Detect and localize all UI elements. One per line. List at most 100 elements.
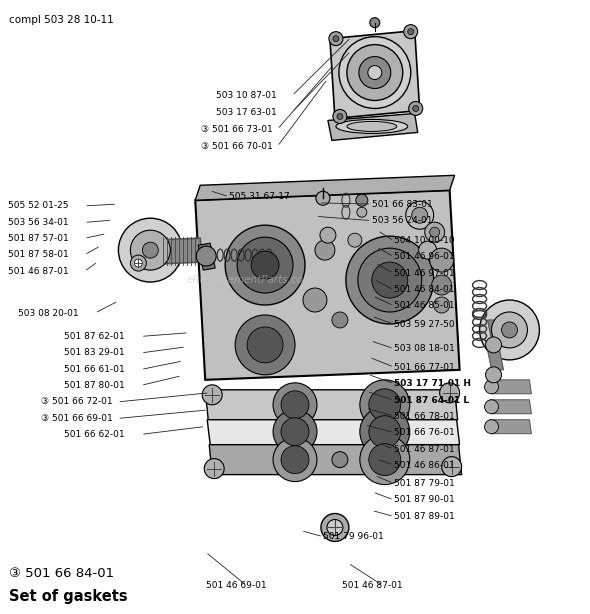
Text: 501 87 80-01: 501 87 80-01 — [64, 381, 125, 390]
Text: 503 08 20-01: 503 08 20-01 — [18, 309, 79, 317]
Circle shape — [337, 114, 343, 120]
Text: 501 87 64-01 L: 501 87 64-01 L — [394, 395, 469, 405]
Circle shape — [369, 416, 401, 448]
Circle shape — [119, 218, 182, 282]
Circle shape — [347, 45, 403, 101]
Circle shape — [333, 109, 347, 123]
Circle shape — [247, 327, 283, 363]
Circle shape — [408, 29, 414, 34]
Text: 503 10 87-01: 503 10 87-01 — [215, 91, 276, 100]
Text: 501 87 90-01: 501 87 90-01 — [394, 495, 455, 505]
Circle shape — [235, 315, 295, 375]
Circle shape — [358, 248, 422, 312]
Text: 501 87 89-01: 501 87 89-01 — [394, 512, 455, 521]
Circle shape — [251, 251, 279, 279]
Circle shape — [357, 208, 367, 217]
Circle shape — [332, 452, 348, 468]
Text: 501 87 57-01: 501 87 57-01 — [8, 234, 68, 243]
Circle shape — [135, 259, 142, 267]
Text: 501 46 69-01: 501 46 69-01 — [205, 581, 266, 590]
Text: ③ 501 66 70-01: ③ 501 66 70-01 — [201, 142, 273, 151]
Circle shape — [486, 367, 502, 383]
Circle shape — [370, 18, 380, 28]
Circle shape — [486, 337, 502, 353]
Circle shape — [360, 406, 409, 457]
Text: 505 52 01-25: 505 52 01-25 — [8, 201, 68, 211]
Text: 501 46 87-01: 501 46 87-01 — [8, 267, 68, 276]
Circle shape — [315, 240, 335, 260]
Circle shape — [316, 192, 330, 205]
Text: 503 59 27-50: 503 59 27-50 — [394, 320, 454, 328]
Circle shape — [332, 312, 348, 328]
Text: 501 66 77-01: 501 66 77-01 — [394, 362, 455, 371]
Polygon shape — [195, 190, 460, 380]
Circle shape — [321, 513, 349, 542]
Circle shape — [237, 237, 293, 293]
Polygon shape — [328, 114, 418, 141]
Circle shape — [372, 262, 408, 298]
Text: 501 79 96-01: 501 79 96-01 — [323, 532, 384, 541]
Circle shape — [360, 380, 409, 430]
Circle shape — [359, 56, 391, 88]
Text: Set of gaskets: Set of gaskets — [9, 589, 127, 604]
Circle shape — [434, 297, 450, 313]
Text: ③ 501 66 72-01: ③ 501 66 72-01 — [41, 397, 112, 406]
Circle shape — [480, 300, 539, 360]
Text: 504 10 00-10: 504 10 00-10 — [394, 236, 454, 246]
Text: 501 87 62-01: 501 87 62-01 — [64, 332, 125, 341]
Text: 501 66 76-01: 501 66 76-01 — [394, 428, 455, 437]
Circle shape — [327, 519, 343, 535]
Polygon shape — [207, 420, 460, 445]
Text: 501 66 83-01: 501 66 83-01 — [372, 200, 432, 209]
Polygon shape — [198, 243, 215, 270]
Circle shape — [491, 312, 527, 348]
Polygon shape — [490, 400, 532, 414]
Text: 501 46 96-01: 501 46 96-01 — [394, 252, 454, 262]
Text: compl 503 28 10-11: compl 503 28 10-11 — [9, 15, 113, 25]
Circle shape — [502, 322, 517, 338]
Circle shape — [348, 233, 362, 247]
Text: 501 46 97-01: 501 46 97-01 — [394, 269, 454, 278]
Text: ③ 501 66 84-01: ③ 501 66 84-01 — [9, 567, 114, 580]
Circle shape — [225, 225, 305, 305]
Circle shape — [130, 255, 146, 271]
Polygon shape — [490, 380, 532, 394]
Circle shape — [281, 418, 309, 446]
Polygon shape — [195, 176, 455, 200]
Circle shape — [425, 222, 445, 242]
Circle shape — [360, 435, 409, 484]
Circle shape — [273, 410, 317, 454]
Text: 501 66 62-01: 501 66 62-01 — [64, 430, 125, 439]
Text: 501 46 87-01: 501 46 87-01 — [394, 445, 454, 454]
Text: 501 87 58-01: 501 87 58-01 — [8, 251, 68, 260]
Circle shape — [484, 380, 499, 394]
Text: eReplacementParts.com: eReplacementParts.com — [186, 275, 314, 285]
Circle shape — [484, 400, 499, 414]
Polygon shape — [209, 445, 461, 475]
Text: 503 56 34-01: 503 56 34-01 — [8, 218, 68, 227]
Circle shape — [320, 227, 336, 243]
Text: 503 56 24-01: 503 56 24-01 — [372, 216, 432, 225]
Circle shape — [430, 248, 454, 272]
Circle shape — [409, 101, 422, 115]
Circle shape — [273, 383, 317, 427]
Polygon shape — [152, 238, 202, 264]
Circle shape — [202, 385, 222, 405]
Text: 501 66 78-01: 501 66 78-01 — [394, 411, 455, 421]
Circle shape — [333, 36, 339, 42]
Text: 501 46 86-01: 501 46 86-01 — [394, 460, 454, 470]
Text: 501 46 85-01: 501 46 85-01 — [394, 301, 454, 310]
Circle shape — [303, 288, 327, 312]
Circle shape — [281, 391, 309, 419]
Text: 505 31 67-17: 505 31 67-17 — [229, 192, 290, 201]
Polygon shape — [487, 350, 503, 370]
Text: 503 17 63-01: 503 17 63-01 — [215, 107, 276, 117]
Polygon shape — [490, 420, 532, 433]
Circle shape — [346, 236, 434, 324]
Circle shape — [412, 208, 428, 223]
Circle shape — [196, 246, 216, 266]
Polygon shape — [205, 390, 458, 420]
Circle shape — [419, 241, 437, 259]
Polygon shape — [330, 31, 419, 119]
Circle shape — [329, 32, 343, 45]
